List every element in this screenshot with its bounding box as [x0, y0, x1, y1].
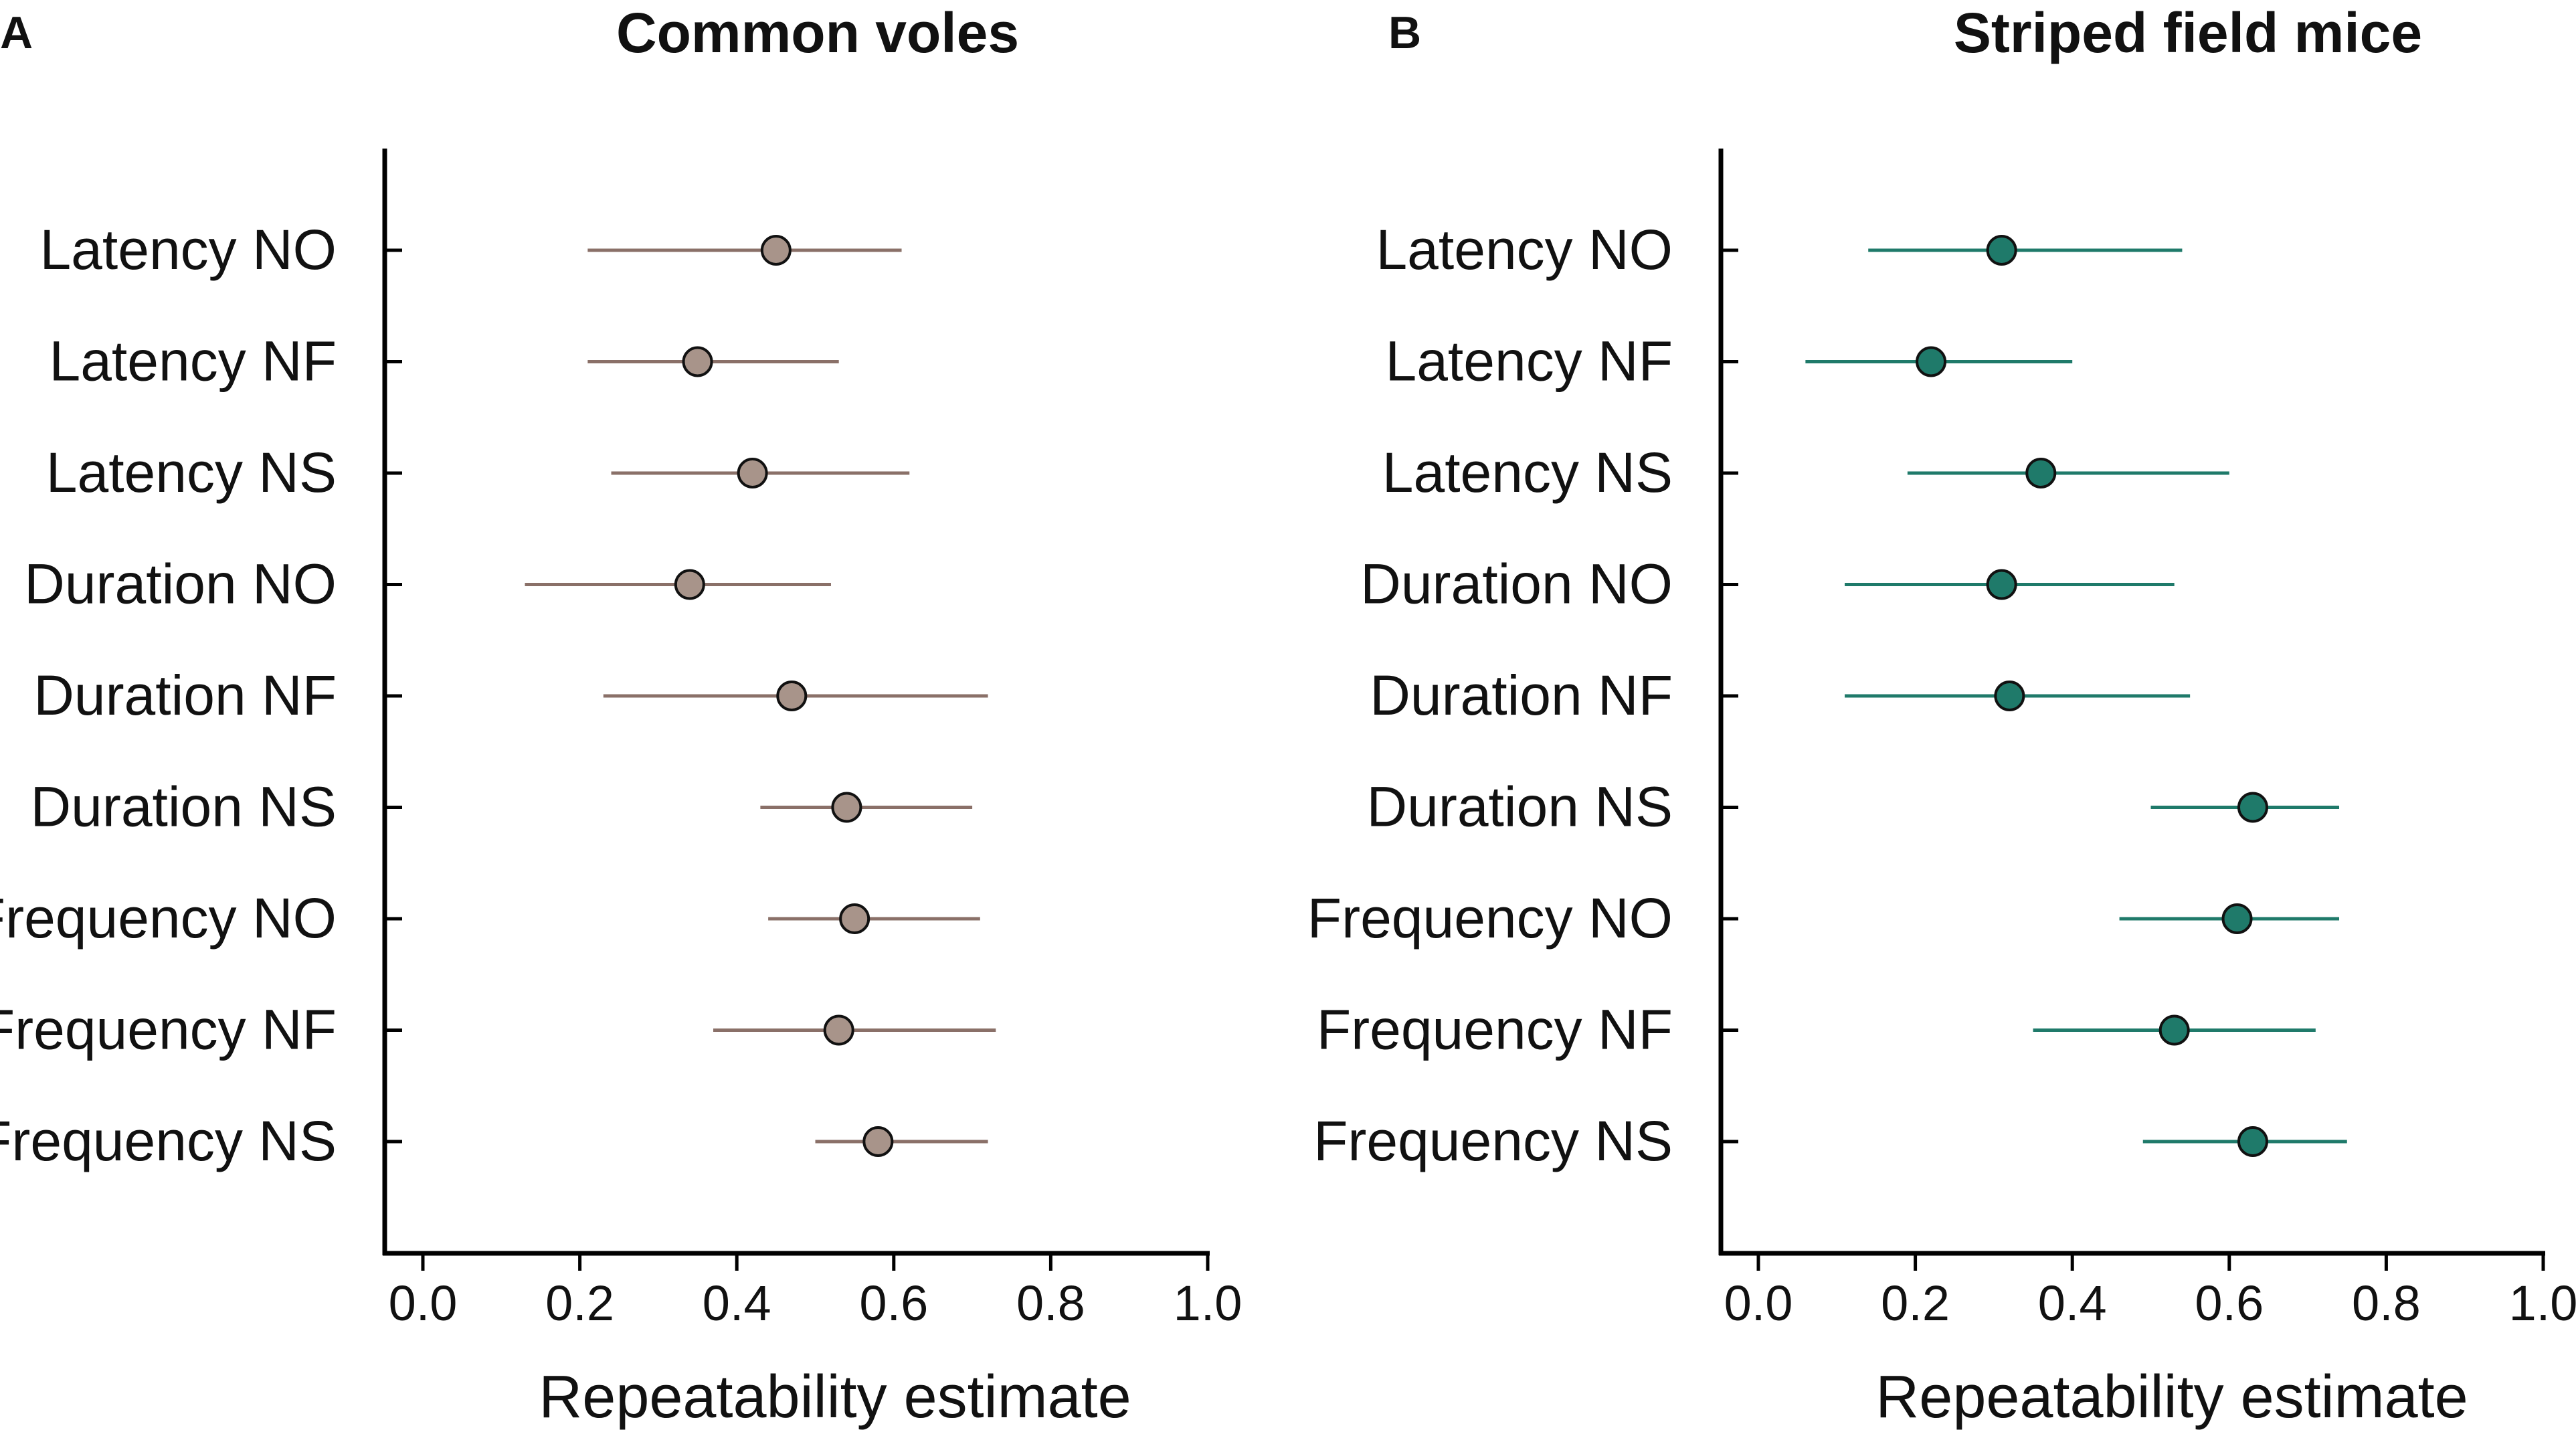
estimate-point	[1986, 569, 2017, 600]
estimate-point	[674, 569, 705, 600]
y-category-label: Frequency NS	[0, 1109, 337, 1172]
panel-label: A	[0, 7, 33, 58]
chart-title: Striped field mice	[1954, 1, 2422, 64]
estimate-point	[1916, 346, 1947, 377]
y-category-label: Frequency NF	[1317, 998, 1673, 1061]
y-category-label: Frequency NS	[1313, 1109, 1673, 1172]
y-category-label: Latency NF	[49, 330, 337, 393]
y-category-label: Duration NS	[1366, 776, 1673, 838]
estimate-point	[737, 458, 768, 488]
x-tick-label: 1.0	[2509, 1275, 2576, 1331]
x-tick-label: 0.8	[1016, 1275, 1085, 1331]
estimate-point	[776, 681, 808, 711]
y-category-label: Duration NF	[1370, 664, 1673, 727]
estimate-point	[760, 235, 792, 266]
estimate-point	[1986, 235, 2017, 266]
x-tick-label: 0.0	[1724, 1275, 1793, 1331]
y-category-label: Frequency NF	[0, 998, 337, 1061]
x-tick-label: 0.4	[2038, 1275, 2107, 1331]
x-tick-label: 0.6	[2195, 1275, 2264, 1331]
x-tick-label: 0.0	[389, 1275, 458, 1331]
x-tick-label: 0.4	[703, 1275, 771, 1331]
y-category-label: Latency NF	[1385, 330, 1673, 393]
panel-a: A Common voles 0.0 0.2 0.4 0.6 0.8 1.0 Repeatabi…	[0, 1, 1242, 1431]
y-category-label: Duration NS	[30, 776, 337, 838]
y-category-label: Latency NO	[39, 218, 337, 281]
estimate-point	[2237, 1126, 2268, 1157]
x-tick-label: 0.6	[859, 1275, 928, 1331]
estimate-point	[2237, 792, 2268, 823]
panel-label: B	[1388, 7, 1421, 58]
x-axis-label: Repeatability estimate	[1875, 1364, 2468, 1431]
y-category-label: Frequency NO	[0, 887, 337, 950]
estimate-point	[862, 1126, 894, 1157]
estimate-point	[839, 903, 870, 934]
y-category-label: Duration NO	[24, 553, 337, 616]
y-category-label: Frequency NO	[1307, 887, 1673, 950]
estimate-point	[2221, 903, 2253, 934]
y-category-label: Duration NO	[1360, 553, 1673, 616]
estimate-point	[2158, 1014, 2190, 1046]
estimate-point	[823, 1014, 854, 1046]
estimate-point	[831, 792, 862, 823]
y-category-label: Duration NF	[33, 664, 337, 727]
estimate-point	[682, 346, 713, 377]
y-category-label: Latency NS	[1382, 441, 1673, 504]
estimate-point	[2025, 458, 2057, 488]
chart-title: Common voles	[616, 1, 1019, 64]
x-tick-label: 0.8	[2352, 1275, 2421, 1331]
x-tick-label: 0.2	[1881, 1275, 1950, 1331]
estimate-point	[1994, 681, 2025, 711]
x-axis-label: Repeatability estimate	[539, 1364, 1131, 1431]
x-tick-label: 1.0	[1174, 1275, 1243, 1331]
panel-b: B Striped field mice 0.0 0.2 0.4 0.6 0.8 1.0 Rep…	[1307, 1, 2576, 1431]
x-tick-label: 0.2	[545, 1275, 614, 1331]
y-category-label: Latency NO	[1376, 218, 1673, 281]
y-category-label: Latency NS	[46, 441, 337, 504]
